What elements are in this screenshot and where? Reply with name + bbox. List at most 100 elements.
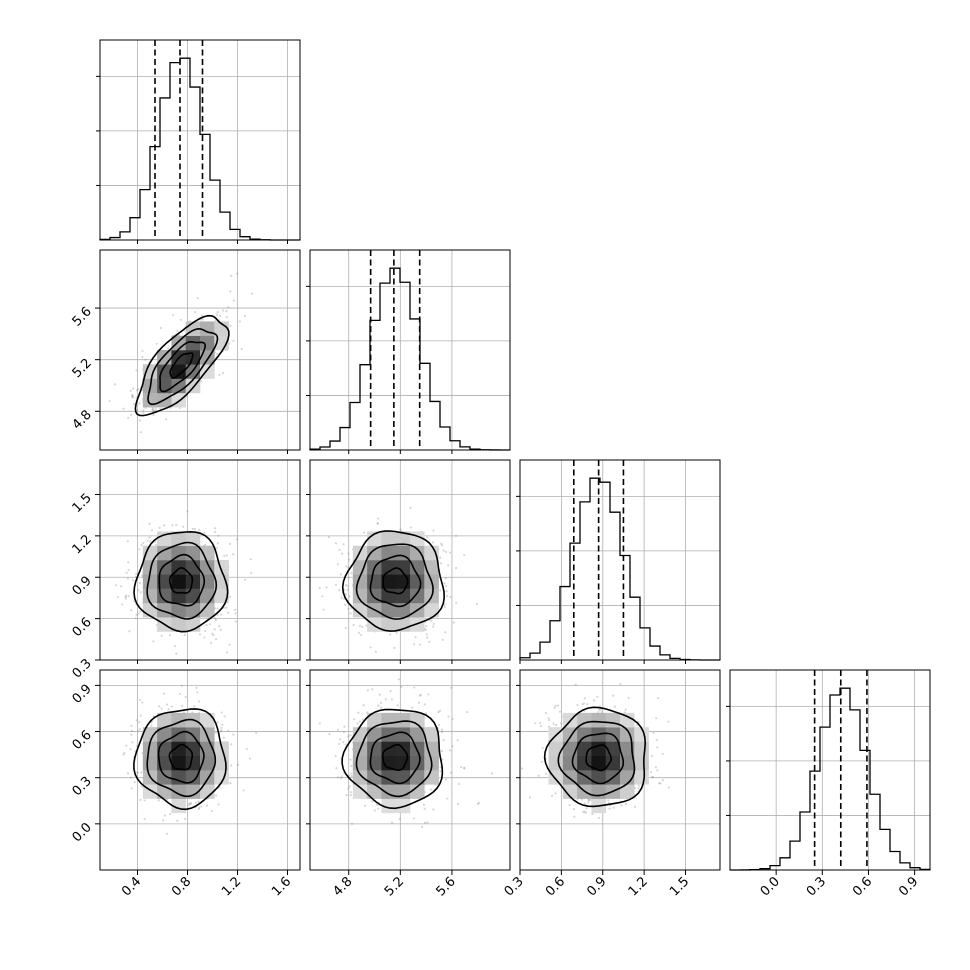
sample-point xyxy=(426,636,429,639)
sample-point xyxy=(384,698,388,701)
sample-point xyxy=(234,620,237,623)
sample-point xyxy=(130,730,134,733)
sample-point xyxy=(198,700,201,703)
sample-point xyxy=(342,543,345,546)
sample-point xyxy=(426,821,429,824)
sample-point xyxy=(212,633,215,637)
histogram-step xyxy=(519,477,721,661)
contour-line xyxy=(146,718,217,798)
sample-point xyxy=(466,710,469,714)
sample-point xyxy=(249,558,252,561)
sample-point xyxy=(187,804,190,807)
sample-point xyxy=(195,801,198,804)
sample-point xyxy=(349,794,352,797)
density-cell xyxy=(157,574,172,589)
sample-point xyxy=(126,540,129,543)
sample-point xyxy=(450,686,453,689)
sample-point xyxy=(341,552,344,555)
sample-point xyxy=(429,788,433,791)
sample-point xyxy=(357,631,360,634)
density-cell xyxy=(185,335,201,351)
density-cell xyxy=(367,574,382,589)
density-cell xyxy=(395,784,411,799)
sample-point xyxy=(374,650,377,653)
sample-point xyxy=(430,619,433,622)
sample-point xyxy=(213,628,216,631)
sample-point xyxy=(139,610,142,613)
sample-point xyxy=(178,692,181,696)
sample-point xyxy=(554,704,557,707)
density-cell xyxy=(171,531,187,547)
sample-point xyxy=(151,408,154,411)
sample-point xyxy=(423,703,426,706)
histogram-panel-0 xyxy=(96,39,301,241)
sample-point xyxy=(229,290,232,293)
sample-point xyxy=(191,527,194,530)
density-cell xyxy=(142,560,158,575)
sample-point xyxy=(438,709,442,712)
sample-point xyxy=(151,406,154,410)
contour-line xyxy=(341,708,444,810)
density-cell xyxy=(634,741,649,757)
sample-point xyxy=(445,590,448,593)
sample-point xyxy=(229,324,232,327)
sample-point xyxy=(395,631,398,634)
sample-point xyxy=(613,705,617,708)
density-cell xyxy=(142,741,158,757)
x-tick-label: 1.2 xyxy=(219,874,244,899)
histogram-step xyxy=(309,267,511,451)
scatter-panel-0-1 xyxy=(99,249,301,451)
density-cell xyxy=(171,755,187,771)
sample-point xyxy=(587,798,590,801)
sample-point xyxy=(428,640,431,643)
sample-point xyxy=(667,720,670,723)
y-tick-label: 0.9 xyxy=(70,573,95,598)
sample-point xyxy=(456,802,460,805)
sample-point xyxy=(444,631,447,634)
sample-point xyxy=(121,603,124,606)
sample-point xyxy=(352,623,355,627)
sample-point xyxy=(175,652,178,655)
sample-point xyxy=(220,726,223,729)
sample-point xyxy=(520,767,524,770)
sample-point xyxy=(347,607,350,610)
sample-point xyxy=(389,690,392,693)
density-cell xyxy=(171,364,187,379)
sample-point xyxy=(345,565,348,568)
sample-point xyxy=(130,787,133,790)
sample-point xyxy=(344,743,347,746)
y-tick-label: 5.2 xyxy=(70,356,95,381)
sample-point xyxy=(130,609,133,612)
sample-point xyxy=(166,703,169,706)
density-cell xyxy=(157,712,172,728)
sample-point xyxy=(225,316,228,319)
density-cell xyxy=(424,727,439,742)
sample-point xyxy=(576,798,579,801)
sample-point xyxy=(203,636,206,639)
density-cell xyxy=(381,798,397,814)
sample-point xyxy=(637,787,640,790)
sample-point xyxy=(366,689,369,692)
sample-point xyxy=(188,802,191,805)
sample-point xyxy=(627,696,630,700)
sample-point xyxy=(216,542,220,545)
density-cell xyxy=(185,741,201,757)
sample-point xyxy=(347,576,350,579)
density-cell xyxy=(171,574,187,589)
density-cell xyxy=(157,602,172,618)
sample-point xyxy=(334,542,338,545)
sample-point xyxy=(584,811,587,814)
density-cell xyxy=(381,560,397,575)
y-tick-label: 1.2 xyxy=(70,532,95,557)
density-cell xyxy=(577,741,592,757)
density-cell xyxy=(562,784,578,799)
contour-line xyxy=(585,744,612,772)
density-cell xyxy=(591,784,607,799)
density-cell xyxy=(157,770,172,785)
sample-point xyxy=(135,719,138,722)
sample-point xyxy=(193,705,196,708)
density-cell xyxy=(410,755,425,771)
sample-point xyxy=(221,309,225,312)
sample-point xyxy=(123,752,126,755)
density-cell xyxy=(381,574,397,589)
